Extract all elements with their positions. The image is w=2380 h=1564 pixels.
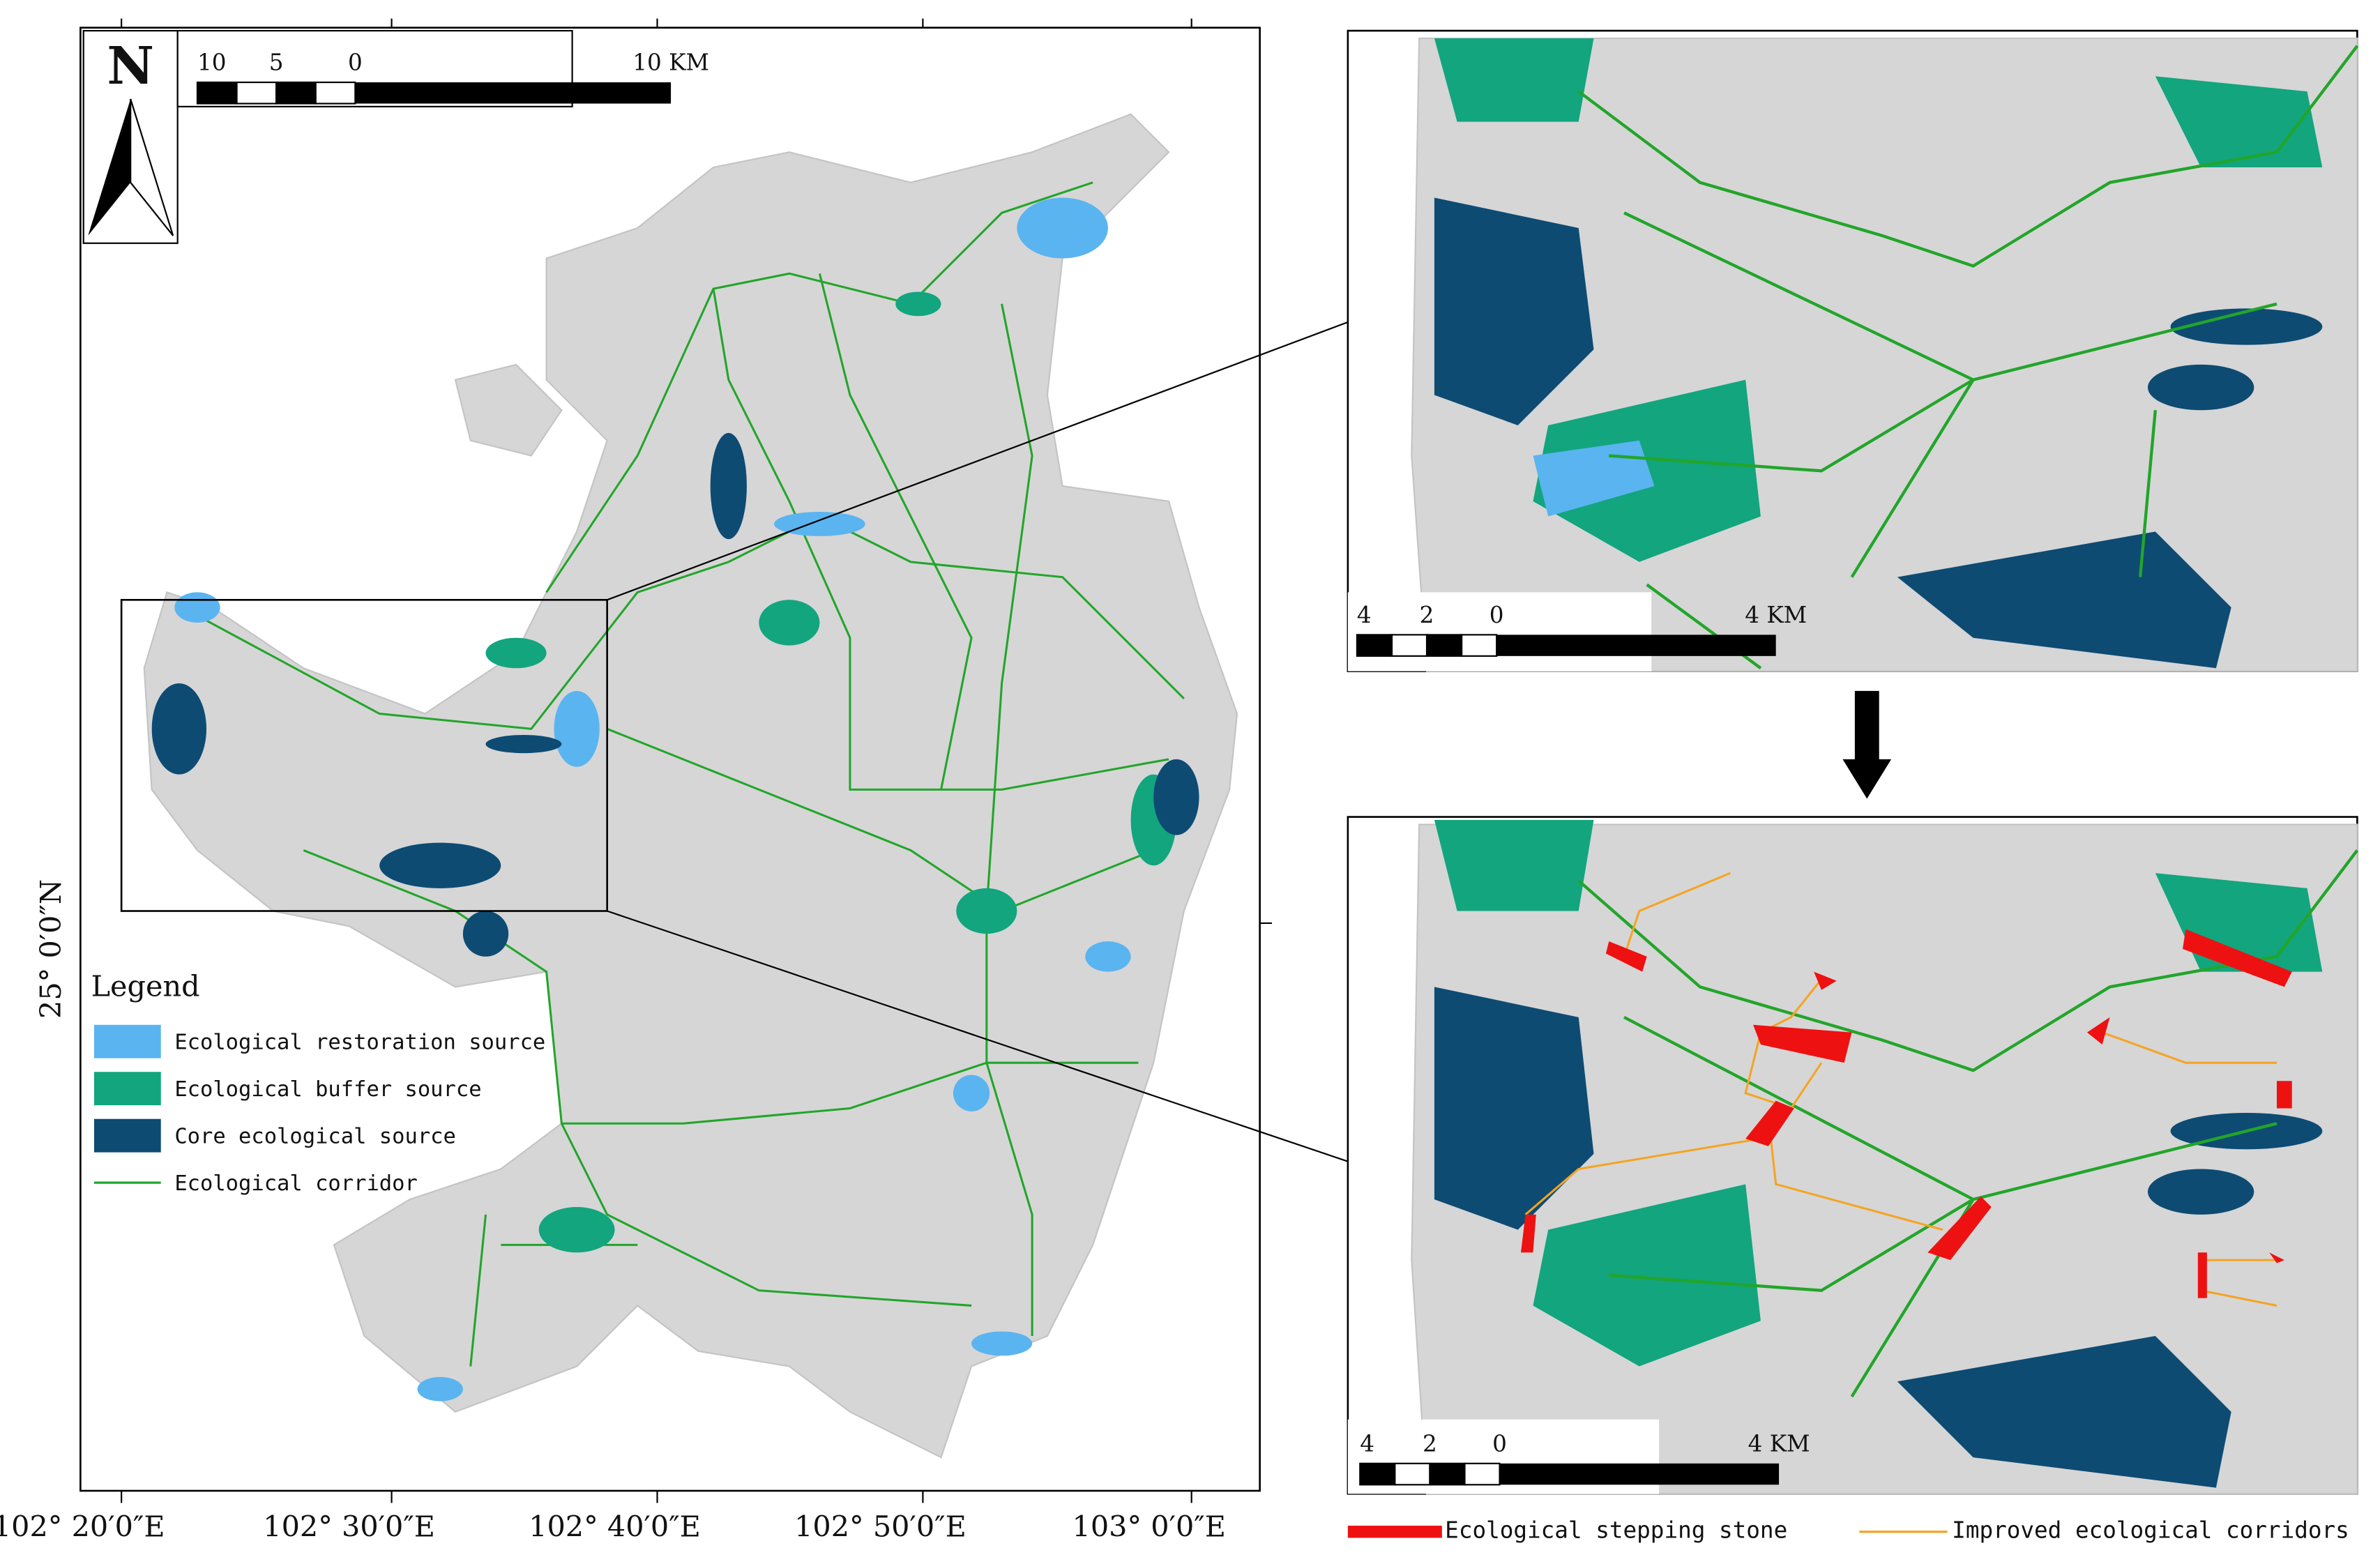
scale-segment: [1429, 1462, 1466, 1486]
legend-label: Ecological buffer source: [174, 1077, 481, 1102]
scale-segment: [1464, 1462, 1501, 1486]
x-tick-label: 103° 0′0″E: [1072, 1510, 1226, 1543]
axis-ticks: 102° 20′0″E 102° 30′0″E 102° 40′0″E 102° 50…: [0, 18, 1273, 1543]
legend-swatch: [93, 1072, 161, 1106]
arrow: [1842, 690, 1892, 799]
island: [454, 363, 563, 457]
legend-swatch: [93, 1024, 161, 1058]
sources: [151, 197, 1199, 1402]
scale-label: 2: [1420, 602, 1434, 628]
scale-label: 5: [269, 50, 284, 76]
scale-segment: [1461, 634, 1498, 657]
scale-segment: [1356, 634, 1393, 657]
legend-label: Ecological stepping stone: [1445, 1517, 1787, 1543]
scale-segment: [1425, 634, 1463, 657]
legend-title: Legend: [91, 969, 200, 1003]
scale-label: 10: [197, 50, 227, 76]
scale-label: 0: [1490, 602, 1504, 628]
scale-bar: 4 2 0 4 KM: [1356, 602, 1807, 657]
legend-label: Core ecological source: [174, 1125, 456, 1149]
main-map: N 10 5 0 10 KM 102° 20′0″E 102° 30′0″E 102° 4…: [0, 18, 1349, 1543]
legend-label: Ecological corridor: [174, 1171, 418, 1196]
scale-label: 4: [1360, 1430, 1374, 1457]
scale-segment: [236, 81, 278, 105]
scale-segment: [355, 82, 672, 104]
scale-label: 4: [1357, 602, 1372, 628]
zoom-box: [120, 598, 608, 912]
scale-segment: [1390, 634, 1428, 657]
x-tick-label: 102° 20′0″E: [0, 1510, 165, 1543]
x-tick-label: 102° 30′0″E: [263, 1510, 435, 1543]
scale-bar: 10 5 0 10 KM: [196, 50, 709, 105]
main-frame: [79, 26, 1261, 1492]
scale-segment: [1394, 1462, 1431, 1486]
scale-segment: [1359, 1462, 1396, 1486]
north-arrow: [88, 99, 131, 236]
north-label: N: [107, 36, 154, 96]
inset-top: 4 2 0 4 KM: [1347, 29, 2359, 672]
y-tick-label: 25° 0′0″N: [34, 879, 68, 1019]
scale-segment: [196, 81, 238, 105]
scale-segment: [1499, 1463, 1780, 1485]
scale-label: 10 KM: [632, 50, 709, 76]
legend-swatch: [93, 1118, 161, 1153]
scale-bar: 4 2 0 4 KM: [1359, 1430, 1810, 1486]
scale-segment: [275, 81, 317, 105]
scale-label: 4 KM: [1748, 1430, 1810, 1457]
leader-line: [607, 321, 1349, 601]
scale-label: 0: [348, 50, 363, 76]
x-tick-label: 102° 50′0″E: [794, 1510, 967, 1543]
bottom-legend: Ecological stepping stone Improved ecolog…: [1347, 1517, 2349, 1543]
scale-label: 0: [1492, 1430, 1507, 1457]
scale-label: 4 KM: [1745, 602, 1807, 628]
scale-label: 2: [1423, 1430, 1437, 1457]
x-tick-label: 102° 40′0″E: [529, 1510, 701, 1543]
leader-line: [607, 910, 1349, 1162]
scale-segment: [314, 81, 356, 105]
legend: Legend Ecological restoration source Ecolo…: [91, 969, 546, 1196]
inset-bottom: 4 2 0 4 KM: [1347, 816, 2359, 1495]
north-arrow: [130, 98, 174, 236]
scale-segment: [1496, 635, 1776, 656]
legend-label: Improved ecological corridors: [1952, 1517, 2349, 1543]
legend-label: Ecological restoration source: [174, 1031, 545, 1055]
legend-swatch: [1347, 1526, 1442, 1538]
